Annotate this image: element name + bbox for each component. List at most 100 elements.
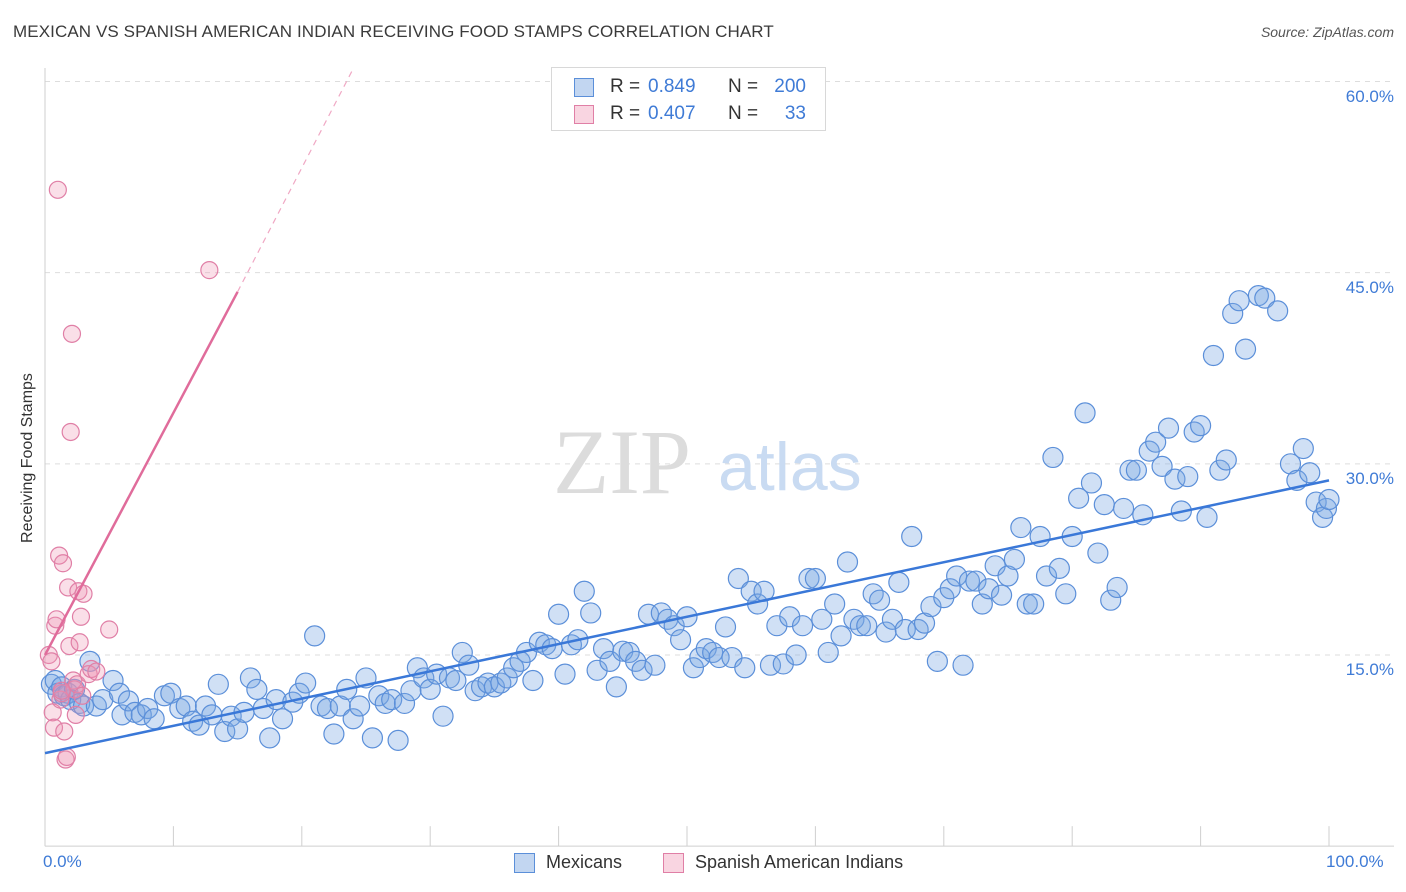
legend-swatch-blue (574, 77, 594, 97)
data-point (117, 690, 140, 712)
data-point (387, 729, 409, 751)
data-point (102, 669, 124, 692)
data-point (522, 669, 544, 692)
data-point (200, 261, 219, 280)
data-point (316, 697, 339, 720)
data-point (348, 695, 371, 717)
x-tick-label: 100.0% (1326, 852, 1384, 871)
data-point (207, 673, 229, 695)
data-point (727, 567, 749, 590)
data-point (1106, 576, 1128, 599)
data-point (73, 686, 92, 705)
spanish-american-indians-trend-extension (237, 68, 354, 293)
data-point (849, 615, 871, 637)
data-point (52, 681, 71, 700)
data-point (580, 602, 602, 624)
data-point (785, 644, 807, 666)
data-point (894, 618, 916, 641)
data-point (62, 324, 82, 343)
data-point (100, 620, 119, 639)
data-point (239, 667, 262, 689)
data-point (573, 580, 595, 602)
data-point (1125, 459, 1148, 481)
data-point (374, 692, 396, 715)
data-point (1048, 557, 1070, 579)
data-point (811, 608, 833, 630)
spanish-american-indians-points (39, 180, 219, 769)
data-point (304, 625, 326, 647)
data-point (87, 662, 106, 681)
data-point (939, 578, 961, 600)
data-point (1164, 468, 1186, 490)
legend-swatch-blue (514, 852, 535, 873)
data-point (323, 723, 345, 745)
mexicans-points (40, 285, 1340, 751)
legend-swatch-pink (574, 104, 594, 124)
data-point (1315, 497, 1338, 520)
data-point (503, 657, 525, 679)
data-point (1292, 437, 1314, 460)
data-point (766, 615, 788, 637)
data-point (483, 676, 505, 698)
data-point (1074, 402, 1096, 424)
data-point (111, 704, 133, 726)
data-point (92, 689, 114, 711)
data-point (432, 705, 454, 727)
data-point (554, 663, 576, 685)
data-point (586, 659, 608, 681)
data-point (1299, 462, 1321, 484)
data-point (59, 578, 78, 597)
data-point (271, 708, 294, 730)
data-point (47, 610, 66, 629)
data-point (108, 682, 131, 704)
data-point (1068, 487, 1090, 509)
data-point (1189, 415, 1212, 437)
legend-row-mexicans: R = 0.849 N = 200 (574, 74, 806, 100)
data-point (605, 676, 627, 698)
data-point (856, 615, 878, 637)
data-point (1080, 472, 1103, 494)
data-point (60, 636, 79, 656)
data-point (1016, 593, 1038, 615)
data-point (1267, 300, 1289, 322)
r-value: 0.407 (648, 103, 696, 124)
data-point (451, 641, 473, 664)
data-point (361, 727, 384, 749)
data-point (1215, 449, 1237, 471)
data-point (708, 646, 730, 669)
legend-item-mexicans: Mexicans (514, 852, 622, 873)
data-point (926, 650, 948, 672)
data-point (393, 692, 416, 715)
legend-label: Spanish American Indians (695, 852, 904, 872)
n-value: 33 (784, 103, 806, 124)
data-point (868, 589, 891, 611)
r-value: 0.849 (648, 76, 696, 97)
data-point (53, 554, 73, 573)
data-point (1228, 290, 1250, 312)
data-point (1183, 421, 1205, 443)
data-point (259, 727, 281, 749)
legend-label: Mexicans (546, 852, 623, 872)
data-point (48, 180, 67, 199)
data-point (400, 680, 422, 702)
data-point (445, 669, 467, 692)
data-point (55, 722, 74, 741)
data-point (496, 667, 518, 689)
n-value: 200 (774, 76, 806, 97)
data-point (1222, 302, 1244, 325)
data-point (695, 638, 717, 660)
data-point (1202, 344, 1225, 367)
data-point (631, 659, 653, 681)
data-point (817, 641, 839, 664)
data-point (1087, 542, 1109, 564)
data-point (965, 570, 987, 592)
data-point (201, 704, 223, 726)
data-point (734, 657, 756, 679)
data-point (541, 638, 563, 660)
y-tick-label: 60.0% (1345, 87, 1394, 106)
data-point (1196, 506, 1218, 528)
data-point (824, 593, 846, 615)
data-point (61, 422, 80, 442)
data-point (958, 570, 981, 592)
data-point (67, 675, 87, 694)
